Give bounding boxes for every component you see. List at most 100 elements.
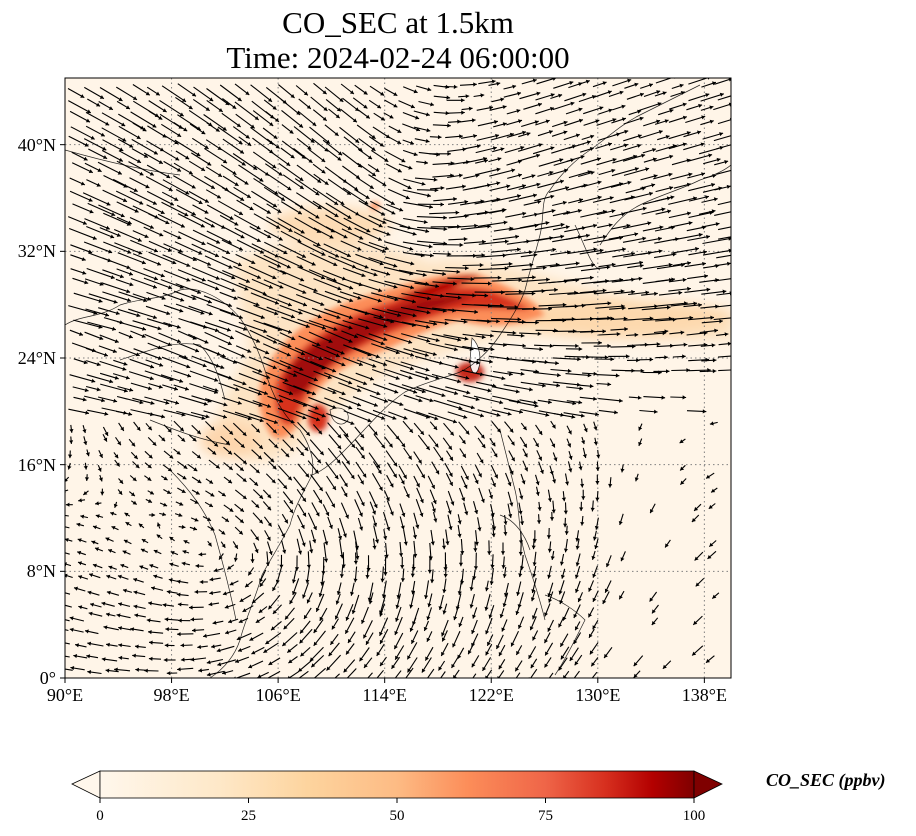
wind-vector bbox=[221, 112, 242, 128]
wind-vector-head bbox=[457, 379, 461, 384]
wind-vector-head bbox=[393, 462, 398, 467]
wind-vector-head bbox=[58, 653, 62, 657]
wind-vector-head bbox=[193, 467, 198, 472]
wind-vector-head bbox=[88, 169, 93, 173]
wind-vector-head bbox=[306, 431, 310, 436]
wind-vector bbox=[65, 619, 70, 622]
wind-vector-head bbox=[669, 186, 674, 191]
wind-vector-head bbox=[391, 664, 396, 669]
wind-vector-head bbox=[82, 270, 87, 275]
wind-vector bbox=[715, 304, 731, 308]
wind-vector-head bbox=[530, 597, 535, 602]
wind-vector-head bbox=[357, 246, 362, 251]
wind-vector-head bbox=[398, 553, 404, 557]
wind-vector bbox=[568, 170, 592, 179]
wind-vector-head bbox=[251, 260, 256, 264]
wind-vector bbox=[399, 225, 430, 233]
wind-vector-head bbox=[637, 395, 642, 400]
wind-vector bbox=[462, 157, 488, 164]
wind-vector bbox=[384, 256, 415, 265]
wind-vector-head bbox=[298, 550, 303, 555]
wind-vector-head bbox=[380, 116, 385, 121]
wind-vector-head bbox=[378, 288, 382, 293]
wind-vector-head bbox=[634, 477, 639, 482]
wind-vector bbox=[189, 383, 219, 394]
wind-vector-head bbox=[487, 551, 492, 555]
wind-vector-head bbox=[496, 645, 500, 649]
wind-vector-head bbox=[153, 150, 158, 155]
wind-vector-head bbox=[145, 91, 150, 96]
wind-vector-head bbox=[92, 563, 97, 568]
wind-vector-head bbox=[209, 479, 213, 484]
wind-vector bbox=[238, 164, 264, 182]
wind-vector-head bbox=[332, 390, 337, 395]
wind-vector-head bbox=[728, 236, 731, 241]
wind-vector-head bbox=[187, 373, 191, 378]
wind-vector-head bbox=[604, 355, 609, 360]
wind-vector-head bbox=[346, 650, 350, 655]
wind-vector bbox=[162, 292, 185, 302]
wind-vector bbox=[341, 228, 364, 240]
wind-vector bbox=[188, 190, 210, 203]
wind-vector-head bbox=[281, 533, 285, 538]
wind-vector-head bbox=[381, 444, 385, 449]
wind-vector bbox=[190, 321, 220, 332]
wind-vector-head bbox=[103, 352, 108, 357]
wind-vector bbox=[670, 173, 693, 180]
wind-vector-head bbox=[457, 295, 462, 300]
wind-vector-head bbox=[276, 263, 281, 268]
wind-vector-head bbox=[735, 224, 739, 228]
wind-vector-head bbox=[192, 296, 197, 301]
wind-vector-head bbox=[441, 632, 445, 637]
wind-vector-head bbox=[68, 454, 73, 459]
wind-vector-head bbox=[106, 201, 111, 206]
wind-vector bbox=[147, 125, 167, 138]
wind-vector-head bbox=[200, 310, 205, 315]
wind-vector-head bbox=[151, 512, 156, 518]
wind-vector bbox=[143, 226, 164, 237]
wind-vector-head bbox=[329, 680, 333, 684]
wind-vector bbox=[688, 316, 715, 321]
wind-vector-head bbox=[288, 391, 293, 396]
wind-vector-head bbox=[425, 367, 430, 372]
wind-vector-head bbox=[631, 251, 635, 256]
wind-vector-head bbox=[429, 398, 434, 403]
wind-vector-head bbox=[661, 207, 666, 212]
wind-vector bbox=[238, 282, 267, 296]
wind-vector-head bbox=[287, 186, 292, 191]
wind-vector-head bbox=[573, 639, 578, 644]
wind-vector-head bbox=[550, 194, 555, 199]
wind-vector-head bbox=[706, 658, 710, 663]
wind-vector-head bbox=[611, 262, 616, 267]
wind-vector bbox=[447, 277, 475, 280]
wind-vector-head bbox=[82, 397, 87, 402]
wind-vector-head bbox=[575, 343, 579, 348]
wind-vector-head bbox=[56, 666, 60, 670]
wind-vector-head bbox=[227, 565, 232, 570]
wind-vector-head bbox=[156, 522, 161, 527]
wind-vector-head bbox=[118, 490, 123, 495]
wind-vector-head bbox=[336, 315, 341, 319]
wind-vector-head bbox=[383, 572, 388, 576]
wind-vector-head bbox=[503, 521, 508, 525]
wind-vector-head bbox=[470, 277, 475, 282]
wind-vector-head bbox=[410, 261, 415, 266]
wind-vector-head bbox=[265, 350, 270, 355]
wind-vector-head bbox=[478, 473, 482, 478]
wind-vector bbox=[263, 356, 292, 370]
wind-vector-head bbox=[412, 231, 417, 236]
wind-vector-head bbox=[346, 460, 350, 465]
wind-vector-head bbox=[186, 364, 191, 369]
wind-vector-head bbox=[496, 319, 500, 324]
wind-vector bbox=[505, 292, 536, 295]
wind-vector-head bbox=[80, 514, 85, 519]
wind-vector-head bbox=[521, 480, 526, 485]
wind-vector-head bbox=[118, 643, 123, 648]
wind-vector bbox=[308, 381, 337, 394]
wind-vector-head bbox=[241, 161, 246, 166]
wind-vector bbox=[414, 282, 440, 288]
wind-vector-head bbox=[453, 616, 458, 621]
wind-vector bbox=[668, 197, 698, 205]
wind-vector bbox=[568, 140, 591, 149]
wind-vector-head bbox=[222, 591, 227, 596]
